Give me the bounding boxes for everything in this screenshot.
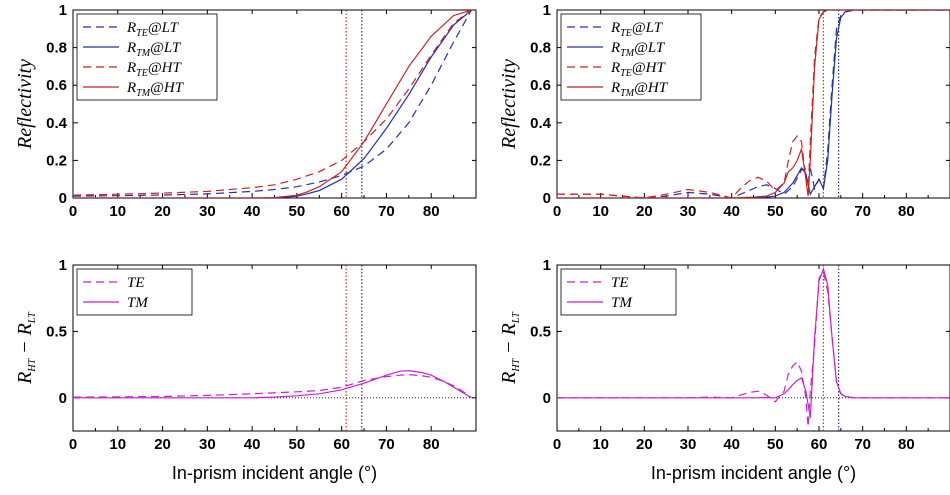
y-tick-label: 0.6: [46, 77, 67, 94]
legend-label: RTE@LT: [126, 20, 180, 39]
x-tick-label: 30: [199, 436, 216, 453]
x-tick-label: 70: [854, 203, 871, 220]
legend-label: RTM@LT: [126, 40, 182, 59]
x-tick-label: 70: [854, 436, 871, 453]
x-axis-label: In-prism incident angle (°): [651, 463, 856, 483]
x-tick-label: 40: [244, 203, 261, 220]
x-tick-label: 20: [154, 203, 171, 220]
y-tick-label: 0: [59, 190, 67, 207]
x-tick-label: 20: [636, 203, 653, 220]
x-tick-label: 60: [811, 203, 828, 220]
x-tick-label: 40: [723, 436, 740, 453]
x-tick-label: 10: [592, 203, 609, 220]
y-tick-label: 0.8: [46, 40, 67, 57]
legend-label: RTE@LT: [610, 20, 664, 39]
panel-3: 0 10 20 30 40 50 60 70 80 0 0.5 1 TE TM RHT − RLT In-pr…: [14, 257, 477, 483]
y-axis-label: RHT − RLT: [498, 311, 522, 385]
legend: TE TM: [560, 268, 677, 316]
y-axis-label: Reflectivity: [498, 59, 520, 150]
legend-label: RTM@HT: [610, 80, 669, 99]
y-tick-label: 0.4: [46, 115, 68, 132]
x-tick-label: 30: [199, 203, 216, 220]
legend-label: RTM@LT: [610, 40, 666, 59]
x-tick-label: 30: [680, 436, 697, 453]
legend-label: RTE@HT: [126, 60, 182, 79]
series-line-tm: [73, 369, 472, 399]
y-axis-label: RHT − RLT: [14, 311, 38, 385]
legend-box: [76, 13, 218, 101]
x-tick-label: 70: [378, 203, 395, 220]
x-tick-label: 0: [553, 203, 561, 220]
legend-box: [76, 268, 193, 316]
legend-box: [560, 13, 702, 101]
x-tick-label: 10: [109, 203, 126, 220]
x-tick-label: 80: [898, 203, 915, 220]
x-tick-label: 30: [680, 203, 697, 220]
x-tick-label: 0: [69, 203, 77, 220]
series-line-r-te-lt: [557, 10, 950, 198]
y-tick-label: 0.2: [46, 152, 67, 169]
series-line-r-tm-ht: [73, 10, 472, 198]
x-tick-label: 50: [767, 203, 784, 220]
y-tick-label: 0.5: [46, 323, 67, 340]
x-tick-label: 80: [423, 436, 440, 453]
legend-box: [560, 268, 677, 316]
x-tick-label: 60: [333, 436, 350, 453]
x-tick-label: 60: [811, 436, 828, 453]
panel-1: 0 10 20 30 40 50 60 70 8000.20.40.60.81RTE@LTRTM…: [14, 2, 477, 220]
y-tick-label: 0.5: [530, 323, 551, 340]
x-tick-label: 70: [378, 436, 395, 453]
y-tick-label: 0: [59, 390, 67, 407]
x-tick-label: 60: [333, 203, 350, 220]
x-tick-label: 0: [553, 436, 561, 453]
y-tick-label: 1: [59, 257, 67, 274]
legend-label: TE: [127, 275, 145, 291]
y-tick-label: 0: [543, 190, 551, 207]
panel-4: 0 10 20 30 40 50 60 70 80 0 0.5 1 TE TM RHT − RLT In-pr…: [498, 257, 950, 483]
series-line-r-tm-ht: [557, 10, 950, 198]
x-tick-label: 80: [898, 436, 915, 453]
x-tick-label: 20: [636, 436, 653, 453]
x-tick-label: 40: [244, 436, 261, 453]
y-tick-label: 1: [543, 257, 551, 274]
series-line-r-te-lt: [73, 10, 473, 197]
series-line-r-tm-lt: [73, 10, 472, 198]
legend-label: RTM@HT: [126, 80, 185, 99]
x-tick-label: 80: [423, 203, 440, 220]
x-axis-label: In-prism incident angle (°): [172, 463, 377, 483]
y-tick-label: 0.6: [530, 77, 551, 94]
x-tick-label: 40: [723, 203, 740, 220]
y-tick-label: 1: [59, 2, 67, 19]
series-line-r-te-ht: [73, 10, 472, 196]
series-line-te: [73, 373, 472, 399]
panel-2: 0 10 20 30 40 50 60 70 8000.20.40.60.81RTE@LTRTM…: [498, 2, 950, 220]
y-axis-label: Reflectivity: [14, 59, 36, 150]
series-line-r-tm-lt: [557, 10, 950, 198]
legend: TE TM: [76, 268, 193, 316]
y-tick-label: 0.8: [530, 40, 551, 57]
y-tick-label: 0.2: [530, 152, 551, 169]
y-tick-label: 1: [543, 2, 551, 19]
x-tick-label: 50: [289, 203, 306, 220]
y-tick-label: 0: [543, 390, 551, 407]
x-tick-label: 0: [69, 436, 77, 453]
x-tick-label: 50: [289, 436, 306, 453]
legend-label: TE: [611, 275, 629, 291]
x-tick-label: 20: [154, 436, 171, 453]
legend-label: TM: [127, 295, 149, 311]
x-tick-label: 10: [592, 436, 609, 453]
series-line-te: [557, 270, 950, 428]
series-line-tm: [557, 267, 950, 418]
y-tick-label: 0.4: [530, 115, 552, 132]
x-tick-label: 10: [109, 436, 126, 453]
legend-label: RTE@HT: [610, 60, 666, 79]
x-tick-label: 50: [767, 436, 784, 453]
legend-label: TM: [611, 295, 633, 311]
